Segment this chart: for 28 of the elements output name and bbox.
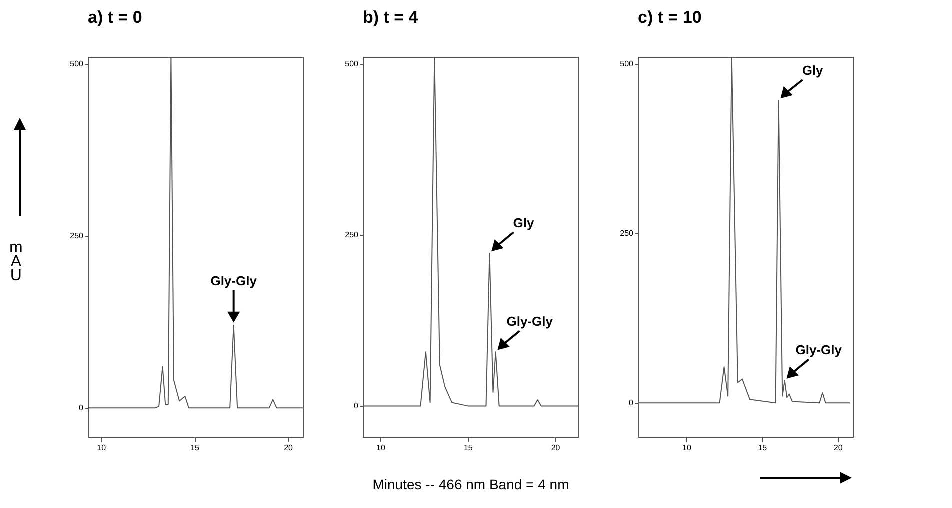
x-tick-label: 10: [682, 444, 692, 452]
x-tick-label: 20: [551, 444, 561, 452]
y-tick-label: 0: [354, 402, 360, 411]
x-tick-label: 15: [464, 444, 474, 452]
x-tick-label: 10: [376, 444, 386, 452]
annotation: Gly-Gly: [506, 314, 554, 330]
x-axis-title: Minutes -- 466 nm Band = 4 nm: [372, 476, 570, 492]
y-tick-label: 0: [629, 398, 634, 408]
y-tick-label: 0: [79, 404, 84, 413]
annotation: Gly: [802, 63, 824, 78]
x-tick-label: 15: [758, 444, 768, 452]
y-axis-title: mAU: [9, 240, 23, 284]
annotation: Gly-Gly: [210, 273, 258, 288]
y-tick-label: 500: [620, 59, 634, 68]
y-tick-label: 250: [345, 230, 360, 240]
y-tick-label: 500: [345, 59, 360, 68]
annotation: Gly-Gly: [796, 342, 843, 358]
y-tick-label: 250: [620, 228, 634, 238]
chart-title: b) t = 4: [363, 8, 419, 27]
x-tick-label: 15: [190, 444, 200, 452]
chart-title: a) t = 0: [88, 8, 142, 27]
chart-title: c) t = 10: [638, 8, 702, 27]
x-tick-label: 20: [284, 444, 294, 452]
y-tick-label: 500: [70, 59, 84, 68]
annotation: Gly: [513, 216, 535, 231]
x-tick-label: 20: [834, 444, 844, 452]
x-tick-label: 10: [97, 444, 107, 452]
y-tick-label: 250: [70, 231, 84, 240]
